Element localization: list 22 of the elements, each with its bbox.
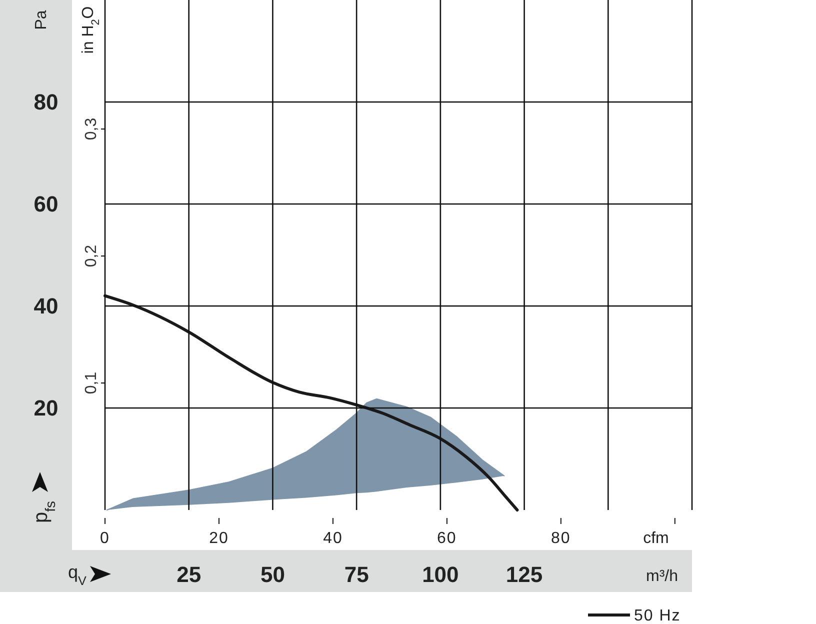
x2-tick-label: 20 xyxy=(209,530,229,547)
y-axis-title: Pa xyxy=(33,10,50,30)
x2-tick-label: 80 xyxy=(551,530,571,547)
legend-label: 50 Hz xyxy=(634,608,681,624)
x2-tick-label: 60 xyxy=(437,530,457,547)
text: q$_{V}$ xyxy=(68,562,88,588)
y-tick-label: 80 xyxy=(34,90,58,115)
x2-axis-title: cfm xyxy=(643,530,669,547)
x-tick-label: 25 xyxy=(176,562,202,587)
y2-tick-label: 0,1 xyxy=(83,372,100,394)
x-tick-label: 75 xyxy=(344,562,369,587)
x-tick-label: 50 xyxy=(260,562,285,587)
x-tick-label: 100 xyxy=(422,562,459,587)
y2-tick-label: 0,2 xyxy=(83,244,100,268)
y-tick-label: 20 xyxy=(34,396,58,421)
x-axis-title: m³/h xyxy=(646,568,678,585)
x2-tick-label: 0 xyxy=(100,530,110,547)
x2-tick-label: 40 xyxy=(323,530,343,547)
y-tick-label: 60 xyxy=(34,192,58,217)
x-tick-label: 125 xyxy=(506,562,543,587)
y-tick-label: 40 xyxy=(34,294,58,319)
y2-tick-label: 0,3 xyxy=(83,118,100,140)
